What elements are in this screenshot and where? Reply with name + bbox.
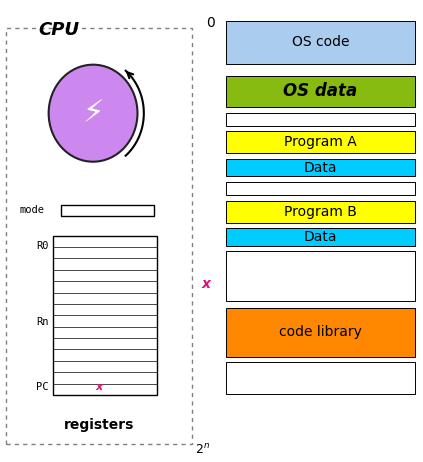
Text: R0: R0 xyxy=(36,241,49,251)
Bar xyxy=(226,362,415,394)
Text: registers: registers xyxy=(64,418,135,432)
Bar xyxy=(61,205,154,216)
Bar xyxy=(226,308,415,357)
Text: mode: mode xyxy=(19,205,44,215)
Bar xyxy=(226,131,415,153)
Text: PC: PC xyxy=(36,382,49,392)
Text: Rn: Rn xyxy=(36,317,49,328)
Text: 0: 0 xyxy=(206,16,215,30)
Bar xyxy=(53,236,157,395)
Text: Data: Data xyxy=(304,161,337,175)
Text: OS data: OS data xyxy=(283,83,357,100)
Text: ⚡: ⚡ xyxy=(82,99,104,128)
Bar xyxy=(226,201,415,223)
Bar xyxy=(226,228,415,246)
Text: $2^n$: $2^n$ xyxy=(195,443,210,456)
Text: x: x xyxy=(201,277,211,291)
Bar xyxy=(226,113,415,126)
FancyBboxPatch shape xyxy=(6,28,192,444)
Text: x: x xyxy=(96,382,103,392)
Bar xyxy=(226,76,415,107)
Text: OS code: OS code xyxy=(292,35,349,49)
Bar xyxy=(226,251,415,301)
Text: CPU: CPU xyxy=(38,21,79,39)
Text: code library: code library xyxy=(279,325,362,340)
Text: Program B: Program B xyxy=(284,205,357,219)
Bar xyxy=(226,159,415,176)
Circle shape xyxy=(49,65,137,162)
Text: Program A: Program A xyxy=(284,135,357,149)
Bar xyxy=(226,182,415,195)
Bar xyxy=(226,21,415,64)
Text: Data: Data xyxy=(304,230,337,244)
